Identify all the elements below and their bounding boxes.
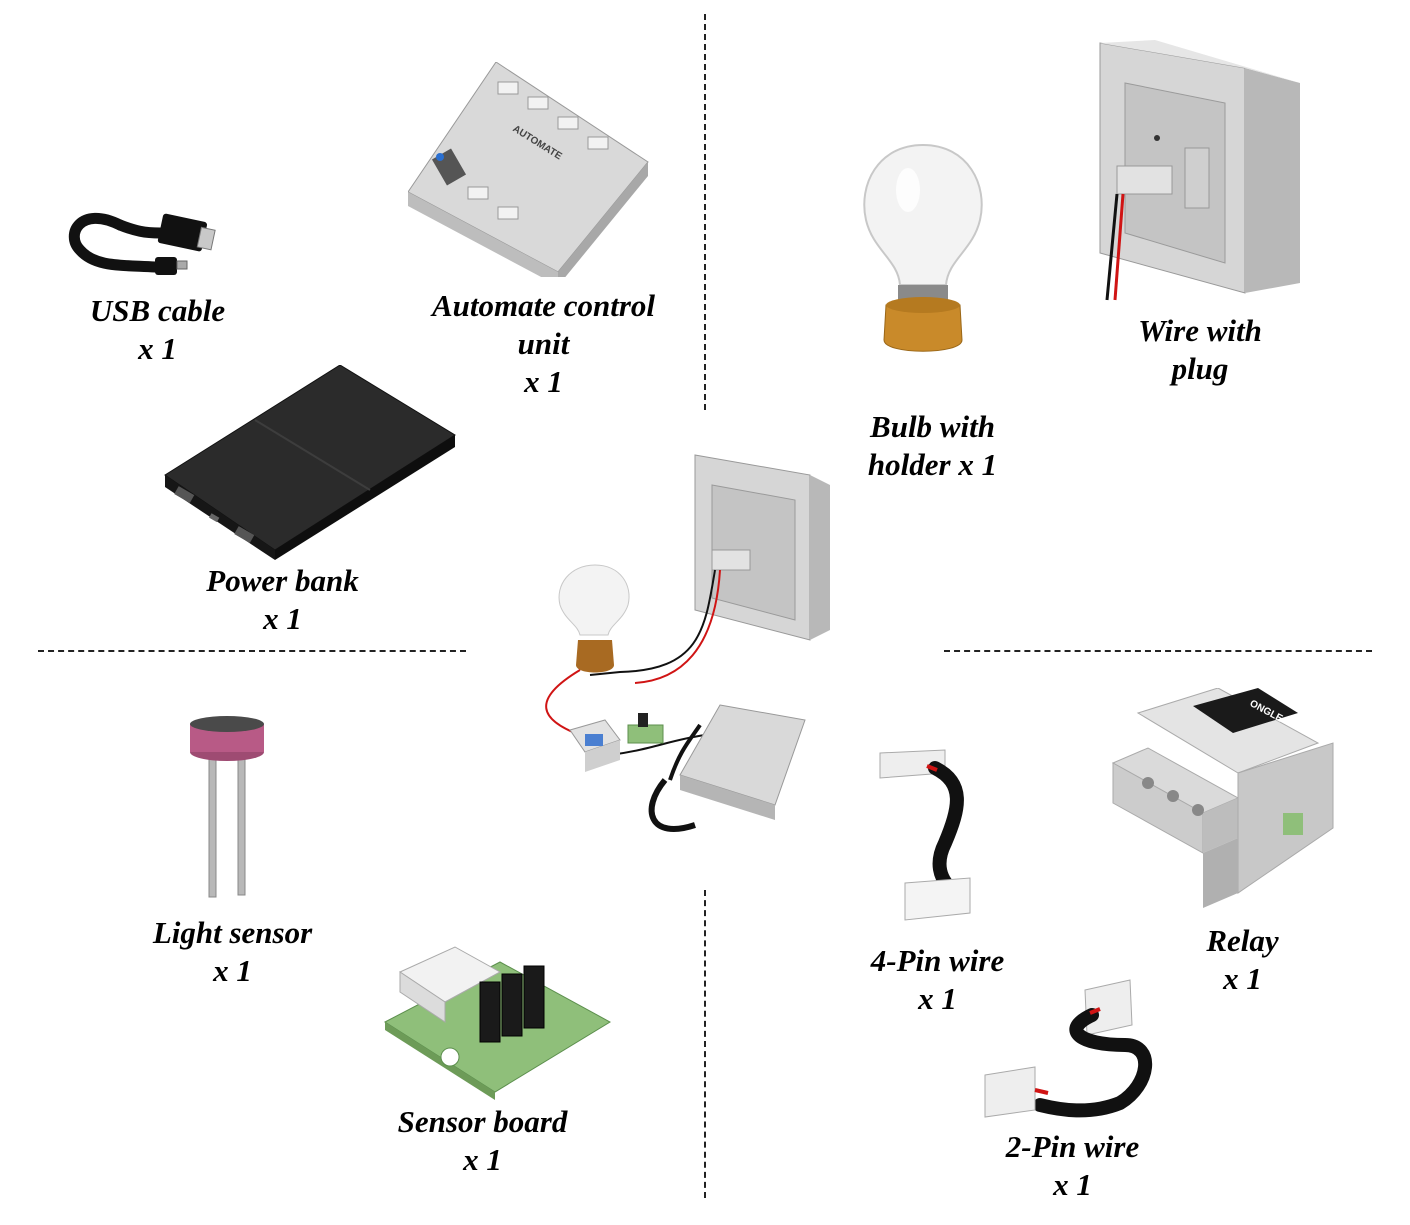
bulb-icon bbox=[863, 143, 983, 352]
divider-right bbox=[944, 650, 1372, 652]
wall-plug-icon bbox=[1099, 40, 1300, 301]
sensor-board-icon bbox=[384, 946, 612, 1100]
divider-left bbox=[38, 650, 466, 652]
relay-icon: ONGLE bbox=[1111, 688, 1334, 908]
two-pin-wire-icon bbox=[984, 979, 1153, 1118]
label-two-pin-wire: 2-Pin wire x 1 bbox=[1005, 1129, 1140, 1202]
label-light-sensor: Light sensor x 1 bbox=[152, 915, 313, 988]
label-bulb-with-holder: Bulb with holder x 1 bbox=[867, 409, 998, 482]
usb-cable-icon bbox=[68, 212, 216, 275]
label-wire-with-plug: Wire with plug bbox=[1138, 313, 1262, 386]
light-sensor-icon bbox=[190, 716, 264, 898]
label-relay: Relay x 1 bbox=[1206, 923, 1279, 996]
divider-top bbox=[704, 14, 706, 410]
label-automate-control-unit: Automate control unit x 1 bbox=[431, 288, 656, 399]
four-pin-wire-icon bbox=[879, 749, 971, 921]
control-unit-icon: AUTOMATE bbox=[408, 62, 649, 277]
divider-bottom bbox=[704, 890, 706, 1198]
power-bank-icon bbox=[164, 365, 456, 560]
assembled-setup-illustration bbox=[545, 454, 830, 832]
label-four-pin-wire: 4-Pin wire x 1 bbox=[870, 943, 1005, 1016]
label-power-bank: Power bank x 1 bbox=[206, 563, 359, 636]
label-sensor-board: Sensor board x 1 bbox=[397, 1104, 568, 1177]
label-usb-cable: USB cable x 1 bbox=[89, 293, 226, 366]
